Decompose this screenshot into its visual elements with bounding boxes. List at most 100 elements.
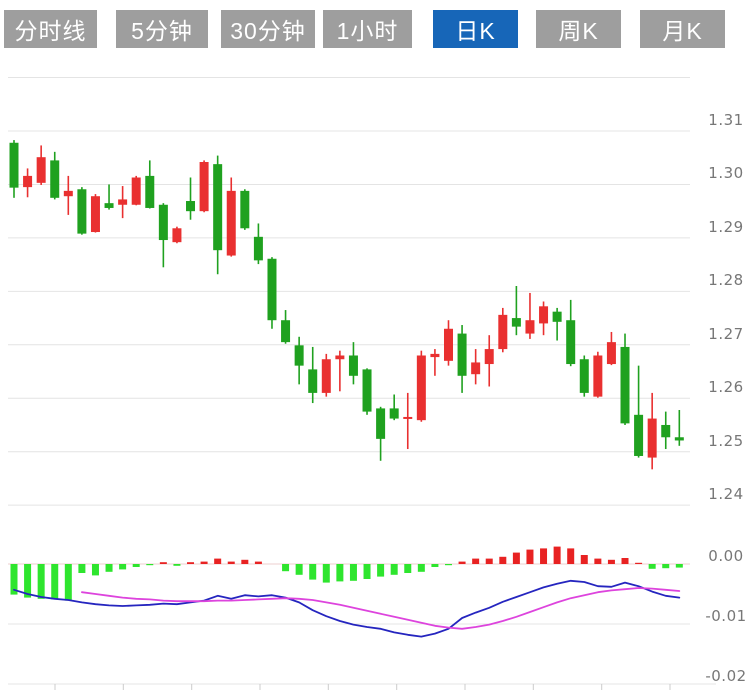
candle-body-up [23, 175, 33, 188]
macd-bar-negative [404, 564, 412, 573]
candle-body-down [308, 369, 318, 393]
candle-body-down [620, 346, 630, 424]
candle-body-up [606, 342, 616, 365]
candle-body-down [186, 201, 196, 212]
candle-body-down [634, 414, 644, 456]
candle-body-up [525, 320, 535, 334]
macd-bar-negative [105, 564, 113, 572]
candle-body-down [267, 258, 277, 321]
candle-body-down [457, 333, 467, 376]
candle-body-up [647, 418, 657, 458]
macd-bar-positive [553, 546, 561, 564]
macd-bar-positive [526, 549, 534, 564]
candle-body-down [240, 190, 250, 229]
macd-bar-positive [227, 561, 235, 564]
candle-body-up [321, 359, 331, 393]
macd-bar-positive [254, 561, 262, 564]
macd-bar-negative [173, 564, 181, 566]
macd-bar-positive [472, 558, 480, 564]
candle-body-up [118, 199, 128, 205]
macd-bar-negative [377, 564, 385, 577]
candle-body-down [158, 204, 168, 241]
candle-body-up [172, 228, 182, 243]
candle-body-up [443, 328, 453, 361]
macd-bar-positive [567, 548, 575, 564]
tab-monthly-k[interactable]: 月K [640, 10, 725, 48]
candle-body-down [552, 311, 562, 322]
candle-body-down [213, 164, 223, 251]
candle-body-down [661, 424, 671, 438]
tab-1hour[interactable]: 1小时 [323, 10, 412, 48]
candle-body-down [145, 175, 155, 208]
candle-body-up [131, 177, 141, 205]
macd-bar-negative [10, 564, 18, 595]
macd-bar-negative [322, 564, 330, 583]
macd-bar-negative [431, 564, 439, 567]
macd-bar-negative [444, 564, 452, 566]
candle-body-down [376, 408, 386, 439]
macd-bar-positive [458, 561, 466, 564]
macd-bar-positive [200, 561, 208, 564]
candle-body-down [77, 189, 87, 234]
candle-body-down [294, 345, 304, 366]
dea-line [81, 587, 681, 630]
macd-bar-positive [214, 558, 222, 564]
tab-5min[interactable]: 5分钟 [116, 10, 208, 48]
candle-body-down [104, 203, 114, 208]
macd-bar-negative [51, 564, 59, 600]
macd-bar-negative [282, 564, 290, 572]
candle-body-down [362, 369, 372, 412]
candle-body-up [90, 196, 100, 233]
macd-bar-negative [349, 564, 357, 581]
candle-body-up [403, 416, 413, 419]
candle-body-up [484, 349, 494, 365]
candle-body-up [539, 306, 549, 324]
macd-bar-negative [662, 564, 670, 569]
tab-30min[interactable]: 30分钟 [221, 10, 315, 48]
candle-body-down [253, 236, 263, 261]
tab-timeshare[interactable]: 分时线 [4, 10, 97, 48]
macd-bar-negative [64, 564, 72, 601]
macd-bar-positive [580, 555, 588, 564]
candle-body-up [335, 355, 345, 360]
macd-bar-negative [417, 564, 425, 572]
macd-bar-negative [37, 564, 45, 599]
dif-line [13, 579, 681, 638]
macd-bar-negative [132, 564, 140, 567]
candle-body-up [498, 314, 508, 350]
candle-body-down [389, 408, 399, 419]
macd-bar-negative [309, 564, 317, 580]
candle-body-down [674, 437, 684, 441]
period-tabbar: 分时线 5分钟 30分钟 1小时 日K 周K 月K [0, 0, 755, 58]
candle-body-up [471, 362, 481, 375]
candle-body-up [36, 157, 46, 183]
macd-bar-positive [594, 558, 602, 564]
macd-bar-negative [675, 564, 683, 568]
macd-bar-negative [146, 564, 154, 566]
candle-body-up [226, 190, 236, 256]
macd-bar-negative [648, 564, 656, 569]
macd-bar-positive [540, 548, 548, 564]
candle-body-up [63, 190, 73, 197]
candle-body-down [281, 320, 291, 343]
macd-bar-positive [499, 556, 507, 564]
macd-bar-positive [635, 562, 643, 564]
candle-body-down [566, 320, 576, 365]
macd-bar-positive [241, 559, 249, 564]
tab-daily-k[interactable]: 日K [433, 10, 518, 48]
macd-bar-positive [607, 559, 615, 564]
macd-bar-negative [78, 564, 86, 573]
tab-weekly-k[interactable]: 周K [536, 10, 621, 48]
candle-body-down [579, 359, 589, 393]
macd-bar-positive [159, 562, 167, 564]
macd-bar-positive [512, 552, 520, 564]
macd-bar-negative [390, 564, 398, 575]
macd-bar-positive [485, 558, 493, 564]
candle-body-down [9, 142, 19, 188]
macd-bar-positive [621, 558, 629, 564]
candle-body-down [348, 355, 358, 376]
macd-bar-negative [24, 564, 32, 598]
candle-body-down [50, 160, 60, 198]
candle-body-up [416, 355, 426, 421]
